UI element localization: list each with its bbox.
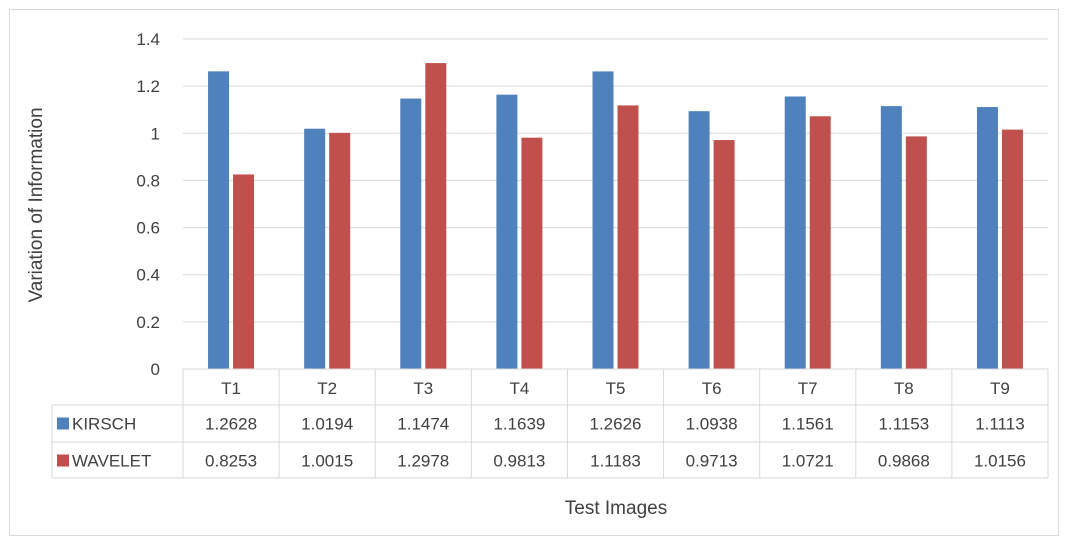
y-tick-label: 1: [151, 124, 160, 143]
data-label: 0.8253: [205, 452, 257, 471]
bar-kirsch-t5: [592, 71, 614, 369]
y-axis-title: Variation of Information: [26, 107, 47, 302]
bar-kirsch-t1: [208, 71, 230, 369]
data-label: 0.9868: [878, 452, 930, 471]
data-table: T1 T2 T3 T4 T5 T6 T7 T8 T9 KIRSCH 1.2628 1.0194 1.14…: [51, 368, 1049, 479]
y-tick-labels: 0 0.2 0.4 0.6 0.8 1 1.2 1.4: [136, 30, 160, 379]
category-label: T9: [990, 379, 1010, 398]
y-tick-label: 0.6: [136, 219, 160, 238]
data-label: 1.1639: [493, 415, 545, 434]
data-label: 1.0015: [301, 452, 353, 471]
bar-wavelet-t3: [425, 63, 447, 370]
bar-kirsch-t3: [400, 98, 422, 369]
data-label: 1.2978: [397, 452, 449, 471]
data-label: 1.0156: [974, 452, 1026, 471]
bar-kirsch-t4: [496, 94, 518, 369]
category-label: T6: [702, 379, 722, 398]
category-label: T8: [894, 379, 914, 398]
y-tick-label: 0: [151, 360, 160, 379]
bar-wavelet-t1: [233, 174, 255, 369]
y-tick-label: 1.4: [136, 30, 160, 49]
bars: [208, 63, 1023, 370]
bar-kirsch-t9: [976, 107, 998, 369]
legend-label-kirsch: KIRSCH: [72, 415, 136, 434]
data-label: 0.9813: [493, 452, 545, 471]
data-label: 0.9713: [686, 452, 738, 471]
bar-kirsch-t7: [784, 96, 806, 369]
data-label: 1.1474: [397, 415, 449, 434]
bar-wavelet-t4: [521, 137, 543, 369]
bar-wavelet-t8: [905, 136, 927, 369]
bar-wavelet-t5: [617, 105, 639, 370]
data-label: 1.2626: [590, 415, 642, 434]
bar-wavelet-t7: [809, 116, 831, 369]
data-label: 1.0938: [686, 415, 738, 434]
y-tick-label: 0.4: [136, 266, 160, 285]
data-label: 1.0721: [782, 452, 834, 471]
category-label: T4: [509, 379, 529, 398]
bar-kirsch-t2: [304, 128, 326, 369]
category-label: T5: [606, 379, 626, 398]
data-label: 1.1153: [878, 415, 929, 434]
y-tick-label: 1.2: [136, 77, 160, 96]
x-axis-title: Test Images: [565, 498, 667, 519]
category-label: T2: [317, 379, 337, 398]
data-label: 1.0194: [301, 415, 353, 434]
data-label: 1.1113: [975, 415, 1024, 434]
bar-wavelet-t9: [1001, 129, 1023, 369]
legend-label-wavelet: WAVELET: [72, 452, 151, 471]
category-label: T3: [413, 379, 433, 398]
bar-wavelet-t2: [329, 132, 351, 369]
category-label: T1: [221, 379, 241, 398]
data-label: 1.2628: [205, 415, 257, 434]
y-tick-label: 0.2: [136, 313, 160, 332]
legend-key-wavelet: [57, 454, 69, 467]
category-label: T7: [798, 379, 818, 398]
data-label: 1.1561: [782, 415, 834, 434]
bar-wavelet-t6: [713, 140, 735, 369]
legend-key-kirsch: [57, 417, 69, 430]
y-tick-label: 0.8: [136, 171, 160, 190]
bar-kirsch-t6: [688, 111, 710, 369]
data-label: 1.1183: [590, 452, 641, 471]
bar-kirsch-t8: [880, 106, 902, 370]
